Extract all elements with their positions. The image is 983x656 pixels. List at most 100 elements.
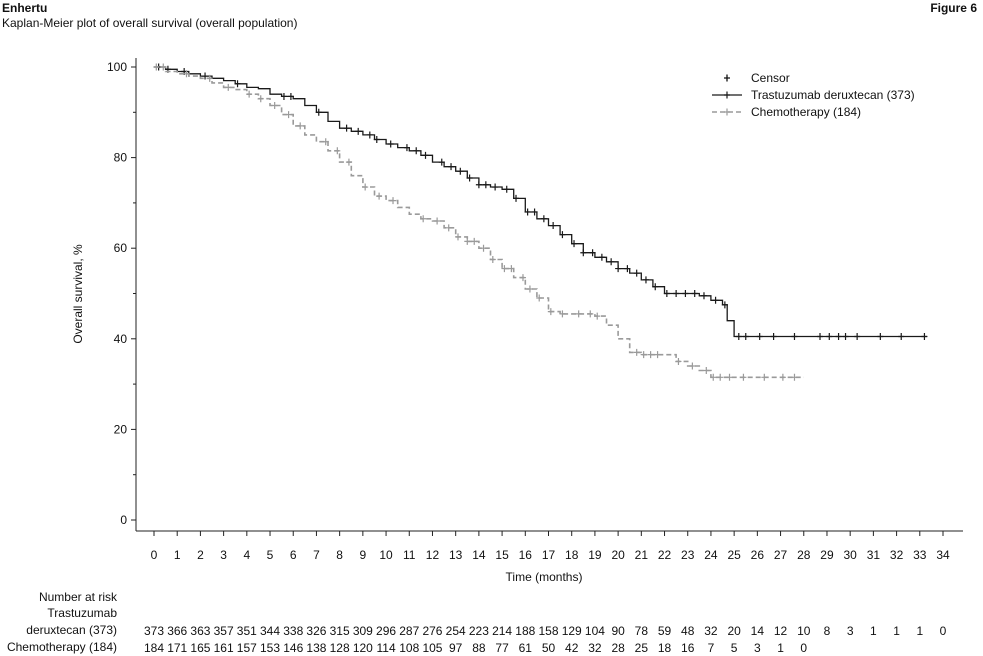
risk-count-treatment: 373 [144, 624, 164, 638]
chemo-censor-mark [454, 233, 461, 241]
treatment-censor-mark [559, 231, 566, 239]
risk-count-chemo: 114 [376, 641, 395, 655]
risk-count-chemo: 77 [495, 641, 509, 655]
chemo-censor-mark [246, 90, 253, 98]
x-tick-label: 18 [565, 548, 579, 562]
risk-count-chemo: 165 [190, 641, 210, 655]
chemo-censor-mark [717, 373, 724, 381]
risk-count-treatment: 363 [190, 624, 210, 638]
treatment-censor-mark [571, 240, 578, 248]
chemo-censor-mark [322, 138, 329, 146]
chemo-censor-mark [703, 367, 710, 375]
x-tick-label: 0 [151, 548, 158, 562]
risk-count-treatment: 254 [446, 624, 466, 638]
risk-count-treatment: 1 [916, 624, 923, 638]
risk-count-chemo: 25 [635, 641, 649, 655]
risk-count-treatment: 338 [283, 624, 303, 638]
x-tick-label: 4 [243, 548, 250, 562]
chemo-censor-mark [594, 312, 601, 320]
risk-count-treatment: 14 [751, 624, 765, 638]
x-tick-label: 27 [774, 548, 788, 562]
x-tick-label: 19 [588, 548, 602, 562]
risk-count-treatment: 188 [515, 624, 535, 638]
chemo-censor-mark [791, 373, 798, 381]
risk-row1-label-line2: deruxtecan (373) [26, 623, 117, 637]
x-tick-label: 24 [704, 548, 718, 562]
treatment-censor-mark [413, 147, 420, 155]
risk-count-treatment: 326 [306, 624, 326, 638]
y-tick-label: 60 [114, 241, 128, 255]
risk-count-chemo: 120 [353, 641, 373, 655]
treatment-censor-mark [355, 127, 362, 135]
x-tick-label: 9 [360, 548, 367, 562]
risk-count-chemo: 161 [214, 641, 234, 655]
chemo-censor-mark [471, 237, 478, 245]
x-tick-label: 15 [495, 548, 509, 562]
x-tick-label: 29 [820, 548, 834, 562]
treatment-censor-mark [642, 276, 649, 284]
treatment-censor-mark [791, 333, 798, 341]
chemo-censor-mark [501, 265, 508, 273]
risk-count-chemo: 28 [611, 641, 625, 655]
risk-count-treatment: 0 [940, 624, 947, 638]
chemo-censor-mark [519, 274, 526, 282]
risk-count-chemo: 105 [422, 641, 442, 655]
risk-count-chemo: 7 [708, 641, 715, 655]
x-axis-label: Time (months) [506, 570, 583, 584]
chemo-censor-mark [575, 310, 582, 318]
risk-count-chemo: 171 [167, 641, 187, 655]
y-tick-label: 0 [120, 513, 127, 527]
x-tick-label: 33 [913, 548, 927, 562]
x-tick-label: 5 [267, 548, 274, 562]
x-tick-label: 20 [611, 548, 625, 562]
x-tick-label: 1 [174, 548, 181, 562]
chemo-censor-mark [675, 357, 682, 365]
x-tick-label: 30 [843, 548, 857, 562]
figure-label: Figure 6 [930, 1, 977, 15]
x-tick-label: 16 [519, 548, 533, 562]
chemo-censor-mark [445, 224, 452, 232]
risk-count-treatment: 344 [260, 624, 280, 638]
risk-count-treatment: 90 [611, 624, 625, 638]
risk-count-chemo: 5 [731, 641, 738, 655]
risk-count-chemo: 153 [260, 641, 280, 655]
chemo-censor-mark [740, 373, 747, 381]
treatment-censor-mark [756, 333, 763, 341]
chemo-censor-mark [480, 244, 487, 252]
y-axis-label: Overall survival, % [71, 244, 85, 344]
chemo-censor-mark [640, 351, 647, 359]
treatment-censor-mark [598, 253, 605, 261]
treatment-censor-mark [624, 265, 631, 273]
risk-count-treatment: 223 [469, 624, 489, 638]
treatment-censor-mark [615, 265, 622, 273]
treatment-censor-mark [280, 92, 287, 100]
risk-count-chemo: 18 [658, 641, 672, 655]
risk-count-treatment: 3 [847, 624, 854, 638]
risk-count-treatment: 32 [704, 624, 718, 638]
treatment-censor-mark [503, 185, 510, 193]
treatment-censor-mark [202, 72, 209, 80]
treatment-censor-mark [475, 181, 482, 189]
risk-count-treatment: 129 [562, 624, 582, 638]
chemo-censor-mark [420, 215, 427, 223]
treatment-censor-mark [608, 258, 615, 266]
risk-count-treatment: 296 [376, 624, 396, 638]
treatment-censor-mark [700, 292, 707, 300]
legend-chemo-label: Chemotherapy (184) [751, 105, 861, 119]
risk-count-treatment: 1 [893, 624, 900, 638]
chemo-censor-mark [726, 373, 733, 381]
chemo-censor-mark [547, 308, 554, 316]
chemo-censor-mark [390, 197, 397, 205]
x-tick-label: 32 [890, 548, 904, 562]
legend-chemo-censor [724, 108, 730, 116]
treatment-censor-mark [482, 181, 489, 189]
treatment-censor-mark [633, 269, 640, 277]
chemo-censor-mark [183, 70, 190, 78]
chemo-censor-mark [362, 183, 369, 191]
treatment-censor-mark [826, 333, 833, 341]
chemo-censor-mark [526, 285, 533, 293]
risk-count-treatment: 276 [422, 624, 442, 638]
x-tick-label: 2 [197, 548, 204, 562]
treatment-censor-mark [721, 301, 728, 309]
treatment-censor-mark [438, 158, 445, 166]
